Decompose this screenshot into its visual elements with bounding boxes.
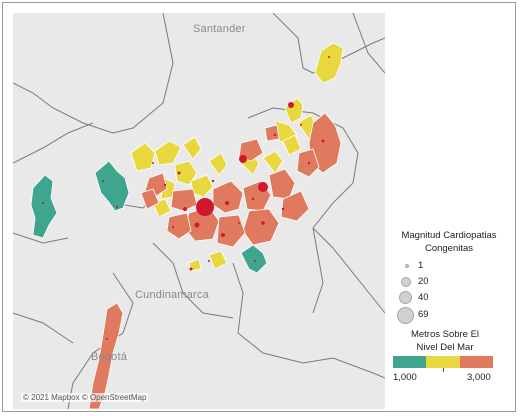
size-legend-dot [401, 277, 411, 287]
case-marker [238, 222, 240, 224]
color-legend-title: Metros Sobre El Nivel Del Mar [410, 329, 480, 353]
map-canvas[interactable] [13, 13, 385, 409]
department-boundaries [13, 13, 385, 409]
map-label-cundinamarca: Cundinamarca [135, 289, 209, 301]
case-marker [102, 180, 104, 182]
case-marker [177, 171, 181, 175]
map-label-santander: Santander [193, 23, 246, 35]
size-legend-dot [399, 291, 412, 304]
case-marker [163, 183, 167, 187]
color-legend-max: 3,000 [467, 372, 491, 383]
size-legend-title: Magnitud Cardiopatias Congenitas [401, 230, 497, 254]
municipality-west-teal [30, 174, 58, 239]
color-swatch-mid [426, 356, 460, 368]
case-marker [225, 201, 229, 205]
case-marker-large [196, 198, 214, 216]
dashboard-frame: Santander Cundinamarca Bogotá © 2021 Map… [2, 2, 516, 412]
color-legend-min: 1,000 [393, 372, 417, 383]
size-legend-dot [397, 307, 414, 324]
color-gradient-bar [393, 356, 493, 372]
case-marker [328, 56, 330, 58]
case-marker [221, 233, 225, 237]
case-marker [183, 207, 187, 211]
case-marker [288, 102, 294, 108]
case-marker [208, 260, 210, 262]
municipalities-low-altitude[interactable] [30, 160, 268, 274]
size-legend: Magnitud Cardiopatias Congenitas 1 20 40… [395, 229, 513, 324]
municipality-north-yellow [314, 42, 344, 84]
municipality-west-teal-2 [94, 160, 130, 212]
case-marker [116, 206, 118, 208]
case-marker [172, 226, 174, 228]
color-swatch-high [459, 356, 493, 368]
case-marker [300, 124, 302, 126]
color-bar-tick [443, 368, 444, 372]
case-marker [239, 155, 247, 163]
case-marker [194, 222, 200, 228]
case-marker [152, 162, 154, 164]
case-marker [254, 260, 256, 262]
case-marker [273, 133, 277, 137]
color-swatch-low [393, 356, 427, 368]
case-marker [321, 139, 325, 143]
case-marker [211, 179, 215, 183]
municipality-east-teal [240, 244, 268, 274]
case-marker [261, 221, 265, 225]
cases-markers[interactable] [42, 56, 330, 340]
case-marker [251, 197, 255, 201]
case-marker [42, 202, 44, 204]
map-attribution[interactable]: © 2021 Mapbox © OpenStreetMap [21, 393, 149, 402]
size-legend-dot [405, 264, 409, 268]
color-legend: Metros Sobre El Nivel Del Mar 1,000 3,00… [393, 328, 503, 383]
case-marker [189, 267, 193, 271]
case-marker [106, 338, 108, 340]
municipality-north-yellow-2 [284, 97, 304, 124]
case-marker [258, 182, 268, 192]
map-view[interactable]: Santander Cundinamarca Bogotá © 2021 Map… [13, 13, 385, 409]
case-marker [307, 161, 311, 165]
map-label-bogota: Bogotá [91, 351, 128, 363]
case-marker [281, 207, 285, 211]
